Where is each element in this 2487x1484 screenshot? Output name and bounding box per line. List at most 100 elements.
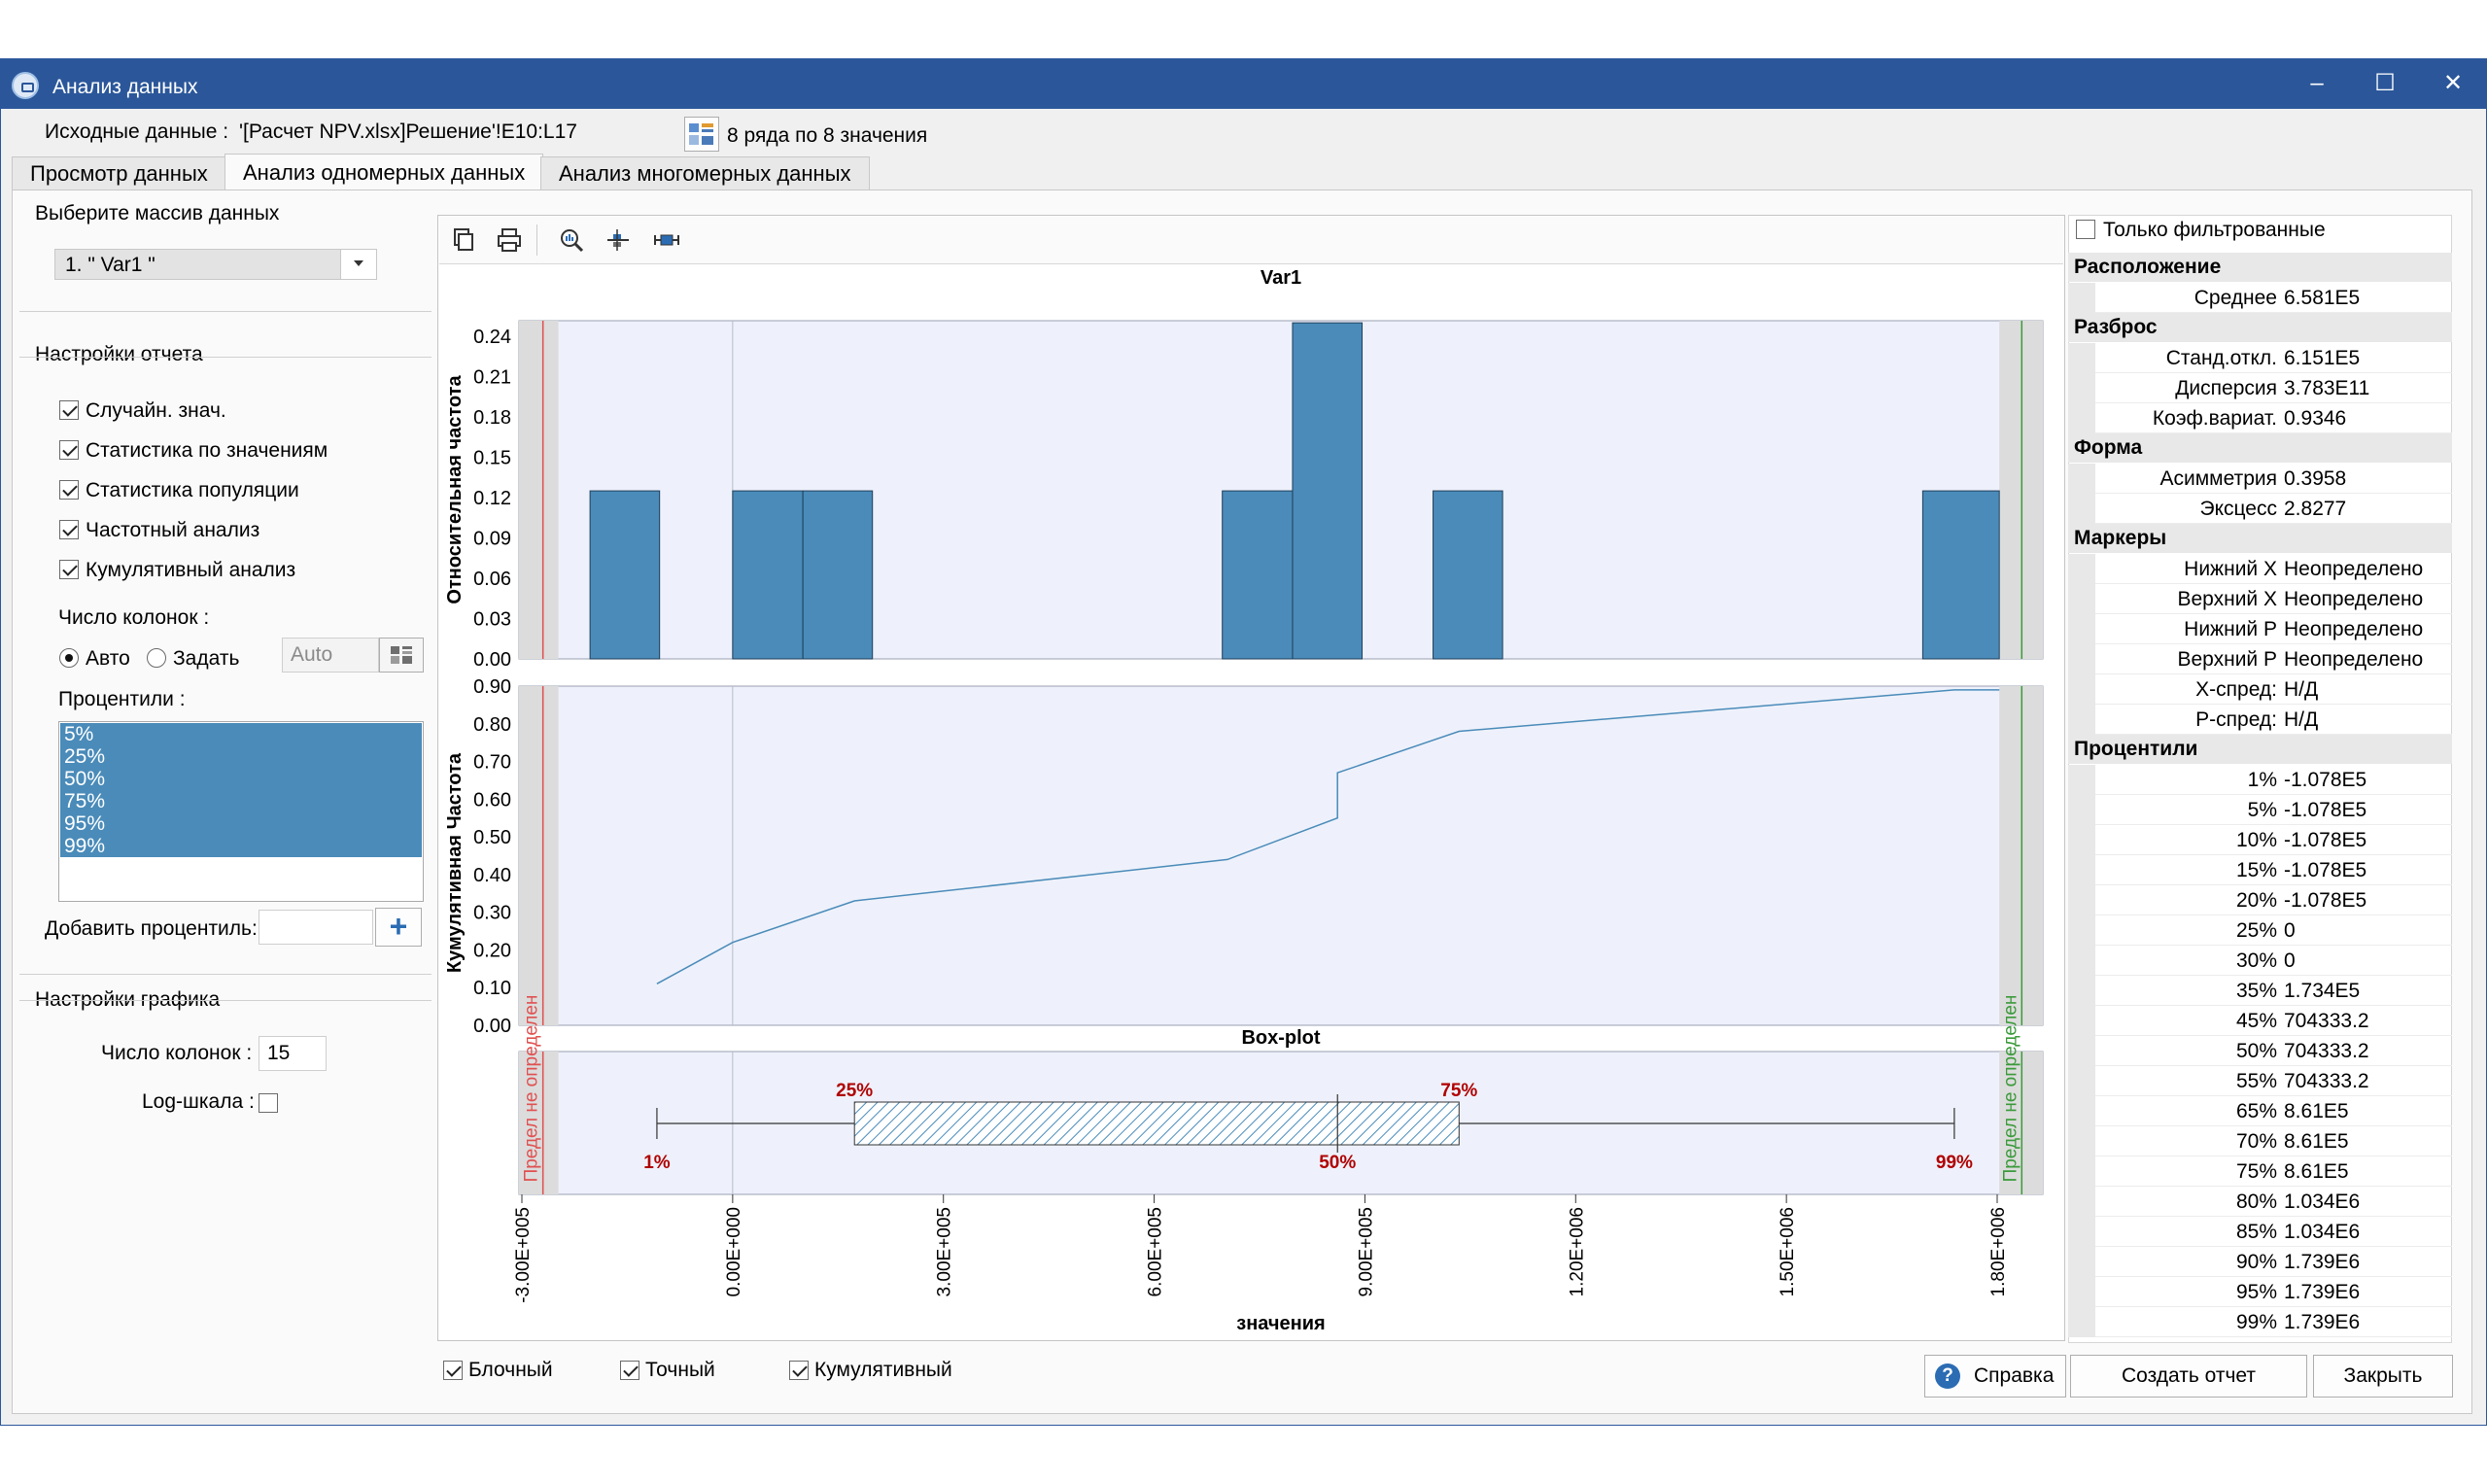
radio-set[interactable] [147, 648, 166, 668]
checkbox-frequency[interactable] [59, 520, 79, 539]
percentiles-label: Процентили : [58, 688, 186, 710]
print-icon[interactable] [496, 226, 523, 254]
row-divider [2095, 1125, 2452, 1126]
row-divider [2095, 794, 2452, 795]
divider [19, 1000, 432, 1001]
checkbox-population-stats[interactable] [59, 480, 79, 500]
stats-key: 80% [2235, 1191, 2277, 1213]
cumulative-ytick: 0.00 [473, 1016, 511, 1037]
graph-columns-value: 15 [267, 1042, 291, 1064]
dropdown-button[interactable] [340, 250, 376, 279]
log-scale-checkbox[interactable] [259, 1093, 278, 1113]
filtered-checkbox[interactable] [2076, 220, 2095, 239]
cumulative-ytick: 0.50 [473, 827, 511, 848]
stats-value: 1.739E6 [2284, 1251, 2361, 1273]
chart-title: Var1 [1261, 267, 1301, 289]
filtered-label: Только фильтрованные [2103, 219, 2326, 241]
percentiles-list[interactable]: 5% 25% 50% 75% 95% 99% [58, 721, 424, 902]
checkbox-exact[interactable] [620, 1361, 639, 1380]
cumulative-ytick: 0.30 [473, 903, 511, 924]
boxplot-icon[interactable] [653, 226, 680, 254]
stats-row: 85% 1.034E6 [2068, 1217, 2452, 1247]
x-tick-label: 3.00E+005 [935, 1207, 955, 1296]
cumulative-plot-area [518, 685, 2044, 1026]
list-item[interactable]: 5% [60, 723, 422, 745]
chart-canvas: Var1 0.24 0.21 0.18 0.15 0.12 0.09 0.06 0.03 0.00… [444, 267, 2044, 1334]
stats-value: Н/Д [2284, 708, 2319, 731]
row-gutter [2068, 1247, 2095, 1277]
row-gutter [2068, 825, 2095, 855]
list-item[interactable]: 25% [60, 745, 422, 768]
row-divider [2095, 1035, 2452, 1036]
tab-multivariate[interactable]: Анализ многомерных данных [540, 156, 870, 190]
dims-icon[interactable] [684, 117, 719, 152]
checkbox-cumulative-graph[interactable] [789, 1361, 809, 1380]
stats-value: 2.8277 [2284, 498, 2347, 520]
source-label: Исходные данные : [45, 121, 229, 143]
histogram-ytick: 0.09 [473, 529, 511, 550]
tab-view-data[interactable]: Просмотр данных [12, 156, 226, 190]
cumulative-ylabel: Кумулятивная Частота [444, 752, 466, 973]
radio-auto[interactable] [59, 648, 79, 668]
checkbox-random-values[interactable] [59, 400, 79, 420]
stats-key: 65% [2235, 1100, 2277, 1122]
row-divider [2095, 704, 2452, 705]
list-item[interactable]: 50% [60, 768, 422, 790]
cumulative-ytick: 0.90 [473, 676, 511, 698]
row-gutter [2068, 373, 2095, 403]
upper-limit-label: Предел не определен [2000, 995, 2021, 1183]
option-label: Блочный [468, 1359, 553, 1381]
markers-icon[interactable] [604, 226, 632, 254]
stats-row: 45% 704333.2 [2068, 1006, 2452, 1036]
row-gutter [2068, 1036, 2095, 1066]
close-button[interactable]: Закрыть [2313, 1355, 2453, 1398]
boxplot-label-p75: 75% [1440, 1081, 1477, 1101]
stats-row: 15% -1.078E5 [2068, 855, 2452, 885]
zoom-icon[interactable] [558, 226, 585, 254]
checkbox-cumulative[interactable] [59, 560, 79, 579]
stats-value: Неопределено [2284, 558, 2424, 580]
columns-input[interactable]: Auto [282, 638, 379, 673]
stats-row: Эксцесс 2.8277 [2068, 494, 2452, 524]
graph-columns-input[interactable]: 15 [259, 1036, 327, 1071]
checkbox-value-stats[interactable] [59, 440, 79, 460]
row-gutter [2068, 855, 2095, 885]
row-divider [2095, 432, 2452, 433]
help-button[interactable]: ? Справка [1924, 1355, 2066, 1398]
create-report-button[interactable]: Создать отчет [2070, 1355, 2307, 1398]
stats-key: Верхний X [2177, 588, 2277, 610]
list-item[interactable]: 75% [60, 790, 422, 812]
array-select[interactable]: 1. " Var1 " [54, 249, 377, 280]
stats-key: Станд.откл. [2165, 347, 2277, 369]
x-tick-label: 1.50E+006 [1778, 1207, 1798, 1296]
add-percentile-button[interactable]: + [375, 908, 422, 947]
row-divider [2095, 1216, 2452, 1217]
stats-section-title: Разброс [2068, 313, 2452, 342]
stats-section-title: Форма [2068, 433, 2452, 463]
cumulative-ytick: 0.20 [473, 940, 511, 961]
copy-icon[interactable] [449, 226, 476, 254]
maximize-icon[interactable]: ☐ [2374, 70, 2396, 96]
row-divider [2095, 1186, 2452, 1187]
list-item[interactable]: 99% [60, 835, 422, 857]
columns-grid-button[interactable] [379, 638, 424, 673]
checkbox-block[interactable] [443, 1361, 463, 1380]
tab-univariate[interactable]: Анализ одномерных данных [225, 154, 544, 190]
stats-key: 1% [2247, 769, 2277, 791]
x-tick-label: 9.00E+005 [1356, 1207, 1376, 1296]
stats-key: Дисперсия [2175, 377, 2277, 399]
row-divider [2095, 1306, 2452, 1307]
list-item[interactable]: 95% [60, 812, 422, 835]
row-gutter [2068, 403, 2095, 433]
boxplot-label-p50: 50% [1319, 1153, 1356, 1173]
close-icon[interactable]: ✕ [2442, 70, 2464, 96]
stats-row: Коэф.вариат. 0.9346 [2068, 403, 2452, 433]
stats-value: 3.783E11 [2284, 377, 2370, 399]
x-axis-label: значения [1236, 1313, 1325, 1334]
stats-value: 1.739E6 [2284, 1311, 2361, 1333]
x-tick-label: 1.20E+006 [1567, 1207, 1587, 1296]
stats-row: Дисперсия 3.783E11 [2068, 373, 2452, 403]
minimize-icon[interactable]: – [2310, 70, 2324, 96]
add-percentile-input[interactable] [259, 910, 373, 945]
row-gutter [2068, 765, 2095, 795]
